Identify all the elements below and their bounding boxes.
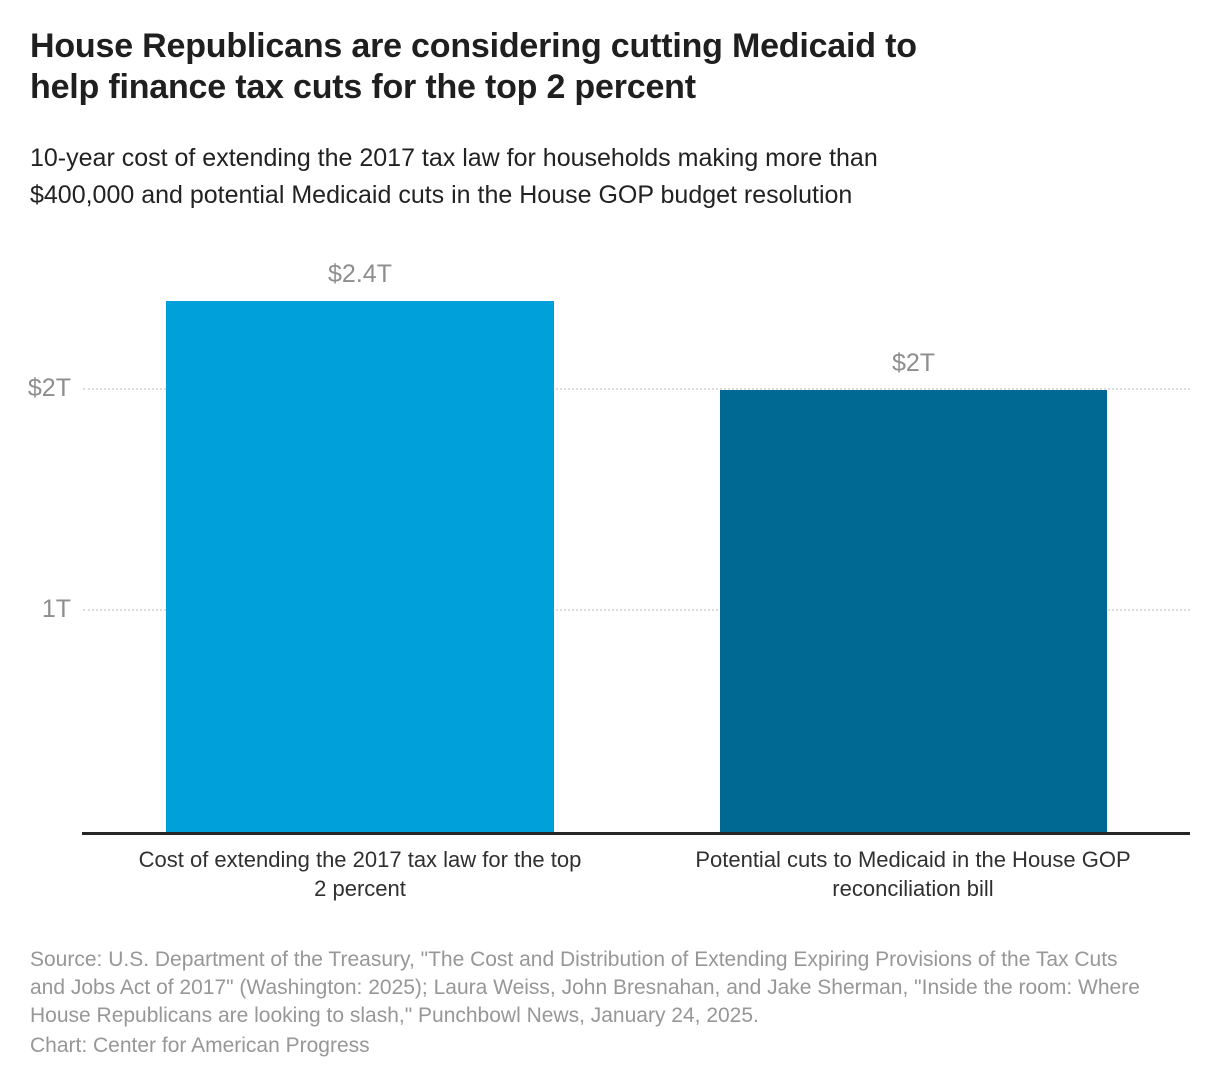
category-label-medicaid-line-2: reconciliation bill <box>832 876 994 901</box>
page-title: House Republicans are considering cuttin… <box>30 26 917 108</box>
bar-value-label-tax-cut: $2.4T <box>328 260 392 289</box>
category-label-medicaid-line-1: Potential cuts to Medicaid in the House … <box>695 847 1131 872</box>
page-title-line-1: House Republicans are considering cuttin… <box>30 27 917 65</box>
chart-subtitle-line-2: $400,000 and potential Medicaid cuts in … <box>30 181 853 209</box>
category-label-tax-cut-line-1: Cost of extending the 2017 tax law for t… <box>138 847 582 872</box>
source-note: Source: U.S. Department of the Treasury,… <box>30 946 1140 1030</box>
gridline-2t: $2T <box>28 374 1190 402</box>
gridline-1t: 1T <box>42 595 1190 623</box>
chart-credit: Chart: Center for American Progress <box>30 1034 370 1057</box>
y-axis-tick-label-2t: $2T <box>27 373 71 402</box>
page-title-line-2: help finance tax cuts for the top 2 perc… <box>30 68 696 106</box>
bar-tax-cut-cost: $2.4T <box>166 260 554 833</box>
category-label-medicaid: Potential cuts to Medicaid in the House … <box>613 845 1213 903</box>
chart-subtitle: 10-year cost of extending the 2017 tax l… <box>30 140 878 214</box>
y-axis-tick-label-1t: 1T <box>41 595 71 624</box>
plot-area: $2T 1T $2.4T $2T <box>28 250 1190 833</box>
source-note-line-2: and Jobs Act of 2017" (Washington: 2025)… <box>30 976 1140 999</box>
category-label-tax-cut-line-2: 2 percent <box>314 876 406 901</box>
x-axis-line <box>82 832 1190 835</box>
source-note-line-3: House Republicans are looking to slash,"… <box>30 1004 759 1027</box>
chart-subtitle-line-1: 10-year cost of extending the 2017 tax l… <box>30 144 878 172</box>
bar-value-label-medicaid: $2T <box>891 348 936 377</box>
bar-medicaid-cuts: $2T <box>720 349 1107 833</box>
category-label-tax-cut: Cost of extending the 2017 tax law for t… <box>60 845 660 903</box>
source-note-line-1: Source: U.S. Department of the Treasury,… <box>30 948 1118 971</box>
